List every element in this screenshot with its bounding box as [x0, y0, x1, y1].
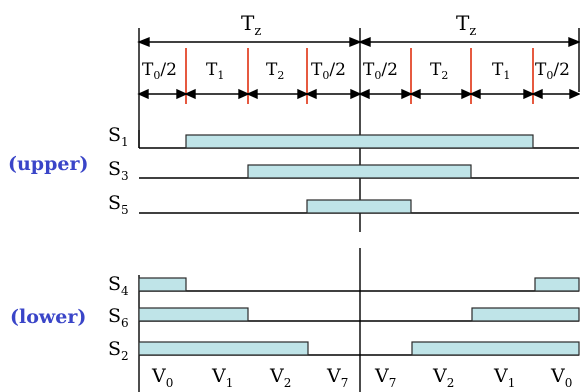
- segment-arrowhead: [531, 88, 543, 100]
- group-label-upper: (upper): [8, 153, 88, 175]
- segment-arrowhead: [184, 88, 196, 100]
- segment-arrowhead: [523, 88, 535, 100]
- period-label-left: Tz: [241, 11, 261, 39]
- conduction-bars: [138, 134, 580, 356]
- bar-s4-left: [138, 277, 187, 292]
- switch-label-s4: S4: [108, 273, 129, 298]
- bar-s2-left: [138, 341, 309, 356]
- segment-label: T1: [206, 60, 224, 82]
- vector-label: V1: [211, 365, 233, 390]
- segment-arrowhead: [350, 88, 362, 100]
- segment-arrowhead: [569, 88, 580, 100]
- segment-arrowhead: [358, 88, 370, 100]
- segment-arrowhead: [297, 88, 309, 100]
- segment-arrowhead: [246, 88, 258, 100]
- vector-label: V0: [151, 365, 173, 390]
- tz-left-arrowhead-a: [137, 36, 150, 48]
- segment-arrowhead: [137, 88, 149, 100]
- switch-label-s1: S1: [108, 124, 129, 149]
- bar-s4-right: [534, 277, 580, 292]
- switch-label-s6: S6: [108, 305, 129, 330]
- segment-label: T0/2: [311, 60, 346, 82]
- boundary-lines: [138, 28, 580, 392]
- tz-right-arrowhead-b: [568, 36, 580, 48]
- segment-arrowhead: [469, 88, 481, 100]
- switch-label-s3: S3: [108, 158, 129, 183]
- tz-left-arrowhead-b: [349, 36, 362, 48]
- switch-baselines: [139, 147, 579, 356]
- segment-labels: T0/2 T1 T2 T0/2 T0/2 T2 T1 T0/2: [142, 60, 570, 82]
- switch-label-s2: S2: [108, 338, 129, 363]
- segment-arrowhead: [176, 88, 188, 100]
- vector-label: V0: [550, 365, 572, 390]
- segment-label: T0/2: [142, 60, 177, 82]
- segment-arrowhead: [238, 88, 250, 100]
- vector-label: V2: [432, 365, 454, 390]
- segment-label: T1: [492, 60, 510, 82]
- segment-label: T2: [430, 60, 448, 82]
- bar-s1: [185, 134, 534, 149]
- segment-label: T0/2: [363, 60, 398, 82]
- vector-label: V1: [493, 365, 515, 390]
- segment-label: T2: [266, 60, 284, 82]
- segment-label: T0/2: [535, 60, 570, 82]
- bar-s6-left: [138, 307, 249, 322]
- segment-arrowhead: [461, 88, 473, 100]
- bar-s2-right: [411, 341, 580, 356]
- switch-labels: S1 S3 S5 S4 S6 S2: [108, 124, 129, 363]
- period-label-right: Tz: [456, 11, 476, 39]
- bar-s3: [247, 164, 472, 179]
- vector-label: V2: [269, 365, 291, 390]
- vector-label: V7: [326, 365, 348, 390]
- vector-label: V7: [374, 365, 396, 390]
- bar-s6-right: [471, 307, 580, 322]
- segment-arrowhead: [401, 88, 413, 100]
- segment-arrowhead: [409, 88, 421, 100]
- segment-arrows: [137, 88, 580, 100]
- switch-label-s5: S5: [108, 192, 129, 217]
- tz-arrows: [137, 36, 580, 48]
- group-label-lower: (lower): [10, 306, 86, 328]
- bar-s5: [306, 199, 412, 214]
- vector-labels: V0 V1 V2 V7 V7 V2 V1 V0: [151, 365, 572, 390]
- tz-right-arrowhead-a: [358, 36, 371, 48]
- segment-arrowhead: [305, 88, 317, 100]
